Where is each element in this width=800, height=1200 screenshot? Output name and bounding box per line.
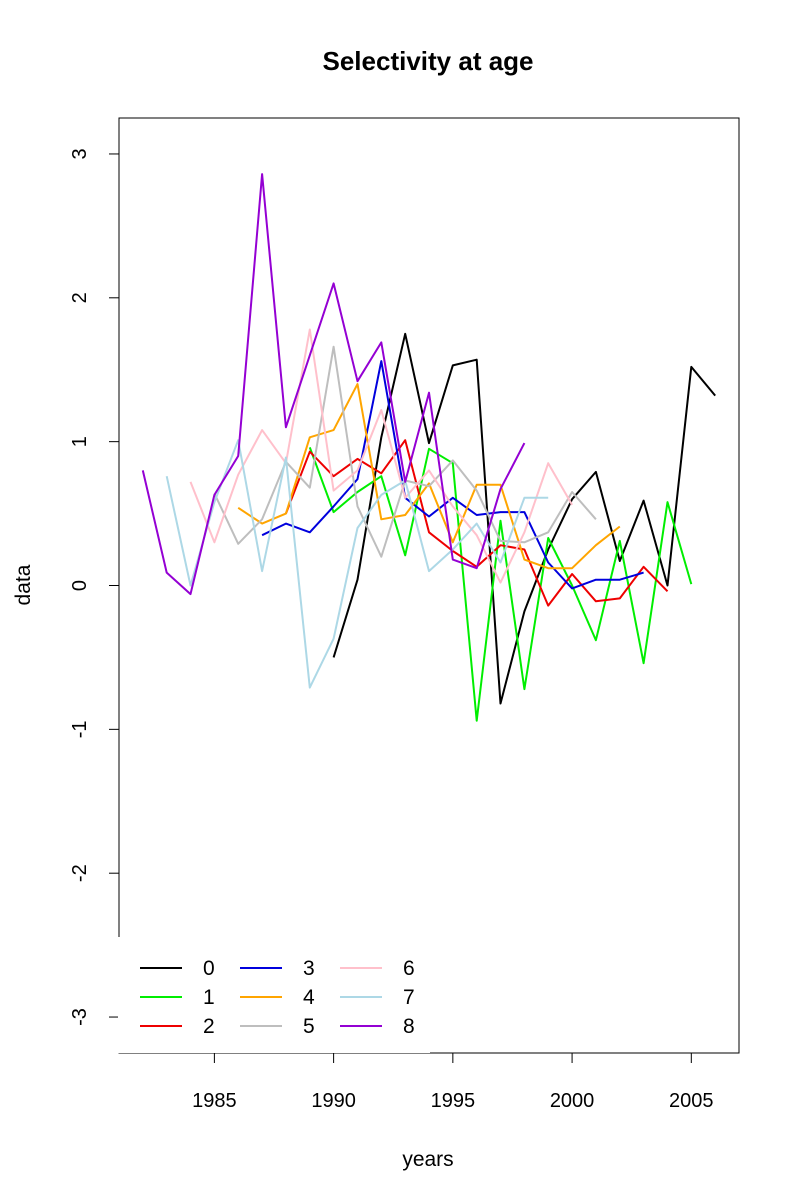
legend-label-1: 1: [203, 986, 215, 1009]
series-line-6: [189, 328, 573, 584]
legend-box: [118, 937, 430, 1053]
legend-label-3: 3: [303, 957, 315, 980]
plot-frame: [118, 117, 740, 1054]
x-axis: 1985 1990 1995 2000 2005: [192, 1052, 714, 1112]
legend: 0 1 2 3 4 5 6 7 8: [118, 937, 430, 1053]
y-axis: -3 -2 -1 0 1 2 3: [69, 148, 120, 1026]
y-tick-label: 3: [69, 148, 91, 159]
series-layer: [141, 173, 716, 722]
legend-label-4: 4: [303, 986, 315, 1009]
y-tick-label: -2: [69, 864, 91, 882]
series-line-4: [237, 383, 621, 570]
series-line-1: [308, 447, 693, 722]
legend-label-0: 0: [203, 957, 215, 980]
legend-label-8: 8: [403, 1015, 415, 1038]
x-axis-label: years: [402, 1148, 453, 1171]
series-line-8: [141, 173, 526, 596]
legend-label-5: 5: [303, 1015, 315, 1038]
x-tick-label: 1985: [192, 1090, 237, 1112]
x-tick-label: 2005: [669, 1090, 714, 1112]
y-tick-label: 2: [69, 292, 91, 303]
legend-label-7: 7: [403, 986, 415, 1009]
series-line-7: [165, 439, 549, 689]
x-tick-label: 1990: [311, 1090, 356, 1112]
legend-label-6: 6: [403, 957, 415, 980]
y-tick-label: -3: [69, 1008, 91, 1026]
x-tick-label: 2000: [550, 1090, 595, 1112]
x-tick-label: 1995: [431, 1090, 476, 1112]
y-tick-label: 1: [69, 436, 91, 447]
y-tick-label: 0: [69, 580, 91, 591]
series-line-3: [261, 360, 644, 590]
y-axis-label: data: [12, 564, 35, 605]
series-line-0: [332, 332, 716, 705]
y-tick-label: -1: [69, 720, 91, 738]
chart-title: Selectivity at age: [323, 46, 534, 76]
legend-label-2: 2: [203, 1015, 215, 1038]
